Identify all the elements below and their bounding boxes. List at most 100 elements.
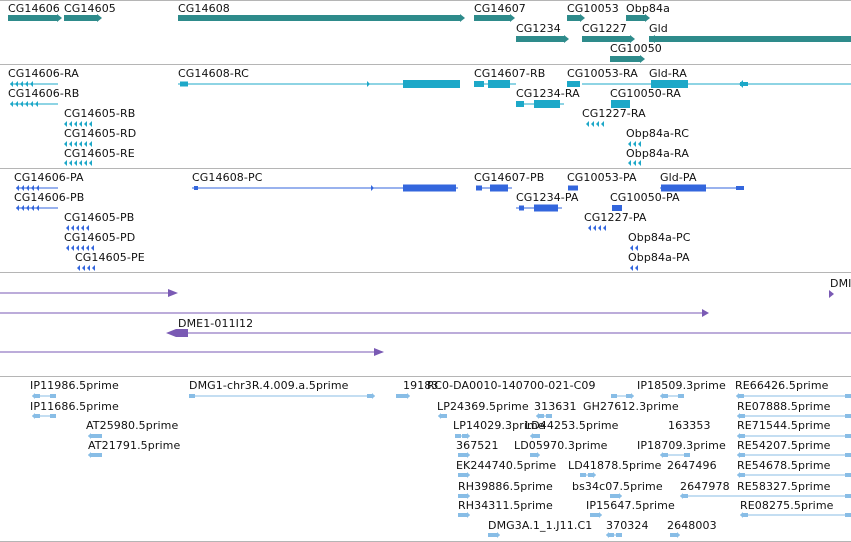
gene-cg10053-bar[interactable]	[567, 15, 580, 21]
feature-label-cg1227[interactable]: CG1227	[582, 22, 627, 35]
est-at25980-b-exon[interactable]	[96, 434, 102, 438]
cg14605-pb-chev-arrowhead[interactable]	[81, 225, 84, 231]
feature-label-cg14605-rd[interactable]: CG14605-RD	[64, 127, 137, 140]
feature-label-obp84a-rc[interactable]: Obp84a-RC	[626, 127, 690, 140]
obp84a-rc-chev-arrowhead[interactable]	[628, 141, 631, 147]
cg1234-pa-b-exon[interactable]	[534, 204, 558, 212]
est-ip11986-b-exon[interactable]	[50, 394, 56, 398]
est-ld41878-arrowhead[interactable]	[593, 472, 596, 478]
feature-label-19183[interactable]: 19183	[403, 379, 439, 392]
feature-label-rh39886-5prime[interactable]: RH39886.5prime	[458, 480, 553, 493]
cg14605-rd-chev-arrowhead[interactable]	[89, 141, 92, 147]
est-370324-a-exon[interactable]	[608, 533, 614, 537]
feature-label-re54207-5prime[interactable]: RE54207.5prime	[737, 439, 831, 452]
est-rh39886-b-exon[interactable]	[462, 494, 467, 498]
est-re58327-b-exon[interactable]	[845, 494, 851, 498]
cg14607-pb-a-exon[interactable]	[476, 185, 482, 191]
feature-label-bs34c07-5prime[interactable]: bs34c07.5prime	[572, 480, 663, 493]
est-19183-b-exon[interactable]	[402, 394, 407, 398]
obp84a-pc-chev-arrowhead[interactable]	[635, 245, 638, 251]
obp84a-ra-chev-arrowhead[interactable]	[633, 160, 636, 166]
cg14605-pd-chev-arrowhead[interactable]	[81, 245, 84, 251]
cg14608-pc-a-exon[interactable]	[194, 186, 198, 190]
obp84a-pc-chev-arrowhead[interactable]	[630, 245, 633, 251]
cg14605-re-chev-arrowhead[interactable]	[69, 160, 72, 166]
est-dmg1-chr3r-arrowhead[interactable]	[372, 393, 375, 399]
gene-cg1234-bar[interactable]	[516, 36, 564, 42]
cg14605-rb-chev-arrowhead[interactable]	[69, 121, 72, 127]
cg14605-rb-chev-arrowhead[interactable]	[79, 121, 82, 127]
est-re71544-a-exon[interactable]	[739, 434, 745, 438]
est-re07888-b-exon[interactable]	[845, 414, 851, 418]
obp84a-rc-chev-arrowhead[interactable]	[633, 141, 636, 147]
est-ek244740-arrowhead[interactable]	[467, 472, 470, 478]
cg14605-pb-chev-arrowhead[interactable]	[71, 225, 74, 231]
feature-label-re54678-5prime[interactable]: RE54678.5prime	[737, 459, 831, 472]
feature-label-ld44253-5prime[interactable]: LD44253.5prime	[525, 419, 619, 432]
est-ip18709-a-exon[interactable]	[662, 453, 668, 457]
est-ek244740-a-exon[interactable]	[458, 473, 464, 477]
feature-label-ip15647-5prime[interactable]: IP15647.5prime	[586, 499, 675, 512]
gld-pa-exon[interactable]	[661, 184, 706, 192]
est-367521-arrowhead[interactable]	[467, 452, 470, 458]
gld-pa-b-exon[interactable]	[736, 186, 744, 190]
feature-label-obp84a-pa[interactable]: Obp84a-PA	[628, 251, 690, 264]
gene-cg14608-bar[interactable]	[178, 15, 460, 21]
cg10050-pa-exon[interactable]	[612, 205, 622, 211]
cg14605-rb-chev-arrowhead[interactable]	[89, 121, 92, 127]
gene-cg14606-arrow[interactable]	[57, 14, 62, 22]
cg1227-ra-chev-arrowhead[interactable]	[591, 121, 594, 127]
cg14608-rc-b-exon[interactable]	[403, 80, 460, 88]
est-rc0-da0010-b-exon[interactable]	[626, 394, 631, 398]
cg14605-pe-chev-arrowhead[interactable]	[77, 265, 80, 271]
gene-gld-bar[interactable]	[649, 36, 851, 42]
cg14607-pb-b-exon[interactable]	[490, 184, 508, 192]
est-313631-b-exon[interactable]	[546, 414, 552, 418]
feature-label-cg10053[interactable]: CG10053	[567, 2, 619, 15]
cg14607-rb-a-exon[interactable]	[474, 81, 484, 87]
est-ld41878-b-exon[interactable]	[588, 473, 593, 477]
feature-label-ip11686-5prime[interactable]: IP11686.5prime	[30, 400, 119, 413]
feature-label-dmi[interactable]: DMI	[830, 277, 851, 290]
est-re66426-a-exon[interactable]	[738, 394, 744, 398]
gene-obp84a-bar[interactable]	[626, 15, 645, 21]
obp84a-ra-chev-arrowhead[interactable]	[628, 160, 631, 166]
cg14605-pd-chev-arrowhead[interactable]	[91, 245, 94, 251]
feature-label-cg14605-pe[interactable]: CG14605-PE	[75, 251, 145, 264]
est-ip15647-arrowhead[interactable]	[599, 512, 602, 518]
feature-label-re71544-5prime[interactable]: RE71544.5prime	[737, 419, 831, 432]
cg10050-ra-exon[interactable]	[611, 100, 630, 108]
cg14605-rd-chev-arrowhead[interactable]	[74, 141, 77, 147]
feature-label-cg14607-rb[interactable]: CG14607-RB	[474, 67, 546, 80]
est-ip11686-b-exon[interactable]	[50, 414, 56, 418]
est-ld41878-a-exon[interactable]	[580, 473, 586, 477]
cg14605-rb-chev-arrowhead[interactable]	[74, 121, 77, 127]
est-bs34c07-arrowhead[interactable]	[619, 493, 622, 499]
cg1227-pa-chev-arrowhead[interactable]	[598, 225, 601, 231]
cg14605-pd-chev-arrowhead[interactable]	[66, 245, 69, 251]
gene-cg14608-arrow[interactable]	[460, 14, 465, 22]
gene-cg1227-arrow[interactable]	[630, 35, 635, 43]
cg14605-rd-chev-arrowhead[interactable]	[84, 141, 87, 147]
est-rc0-da0010-arrowhead[interactable]	[631, 393, 634, 399]
gene-obp84a-arrow[interactable]	[645, 14, 650, 22]
feature-label-370324[interactable]: 370324	[606, 519, 649, 532]
gene-cg14605-arrow[interactable]	[97, 14, 102, 22]
cg14607-rb-b-exon[interactable]	[488, 80, 510, 88]
cg14605-re-chev-arrowhead[interactable]	[64, 160, 67, 166]
est-370324-b-exon[interactable]	[616, 533, 622, 537]
est-dmg3a-arrowhead[interactable]	[497, 532, 500, 538]
est-rh39886-a-exon[interactable]	[458, 494, 464, 498]
feature-label-dmg3a-1-1-j11-c1[interactable]: DMG3A.1_1.J11.C1	[488, 519, 593, 532]
feature-label-lp24369-5prime[interactable]: LP24369.5prime	[437, 400, 529, 413]
cg14605-re-chev-arrowhead[interactable]	[84, 160, 87, 166]
cg14605-re-chev-arrowhead[interactable]	[89, 160, 92, 166]
feature-label-dmg1-chr3r-4-009-a-5prime[interactable]: DMG1-chr3R.4.009.a.5prime	[189, 379, 349, 392]
est-lp14029-a-exon[interactable]	[455, 434, 461, 438]
est-re66426-b-exon[interactable]	[845, 394, 851, 398]
feature-label-2647978[interactable]: 2647978	[680, 480, 730, 493]
cg1227-pa-chev-arrowhead[interactable]	[593, 225, 596, 231]
est-ip15647-b-exon[interactable]	[594, 513, 599, 517]
est-2648003-b-exon[interactable]	[672, 533, 677, 537]
cg14608-rc-a-arrowhead[interactable]	[367, 81, 370, 87]
